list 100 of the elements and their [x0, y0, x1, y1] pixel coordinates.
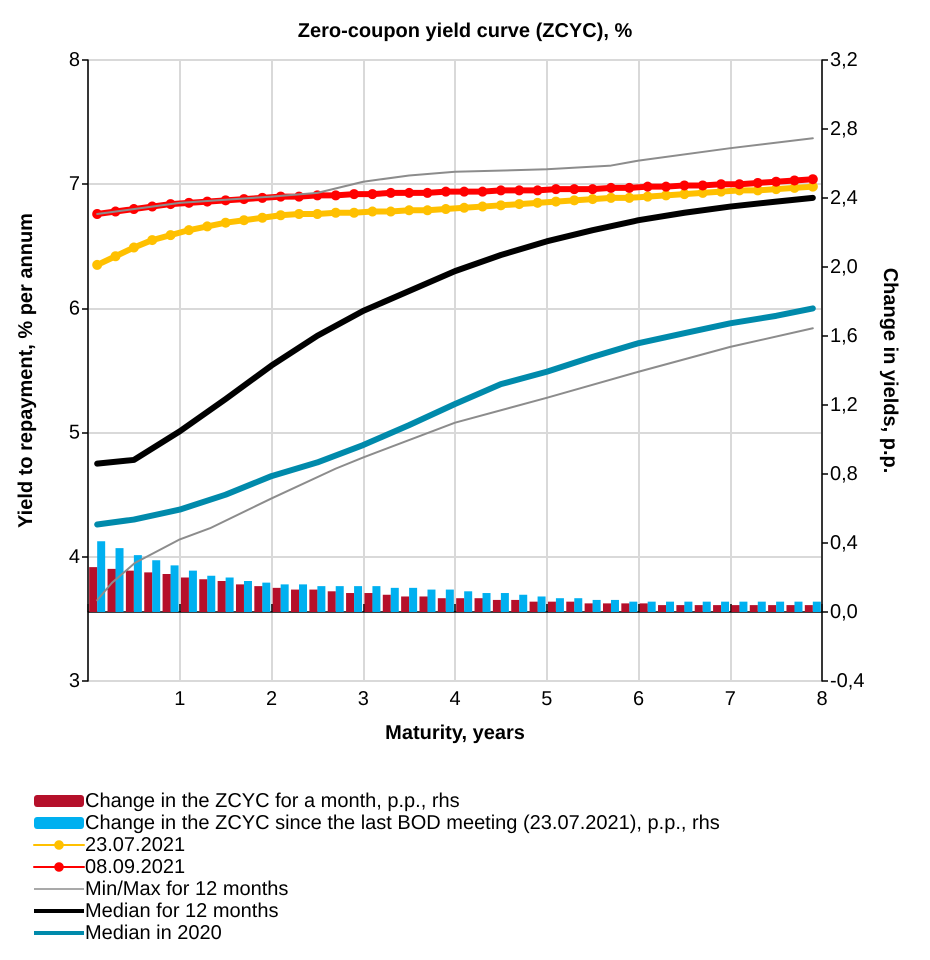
x-tick-label: 6: [632, 688, 644, 710]
point: [734, 179, 744, 190]
point: [679, 189, 690, 200]
y-axis-title: Yield to repayment, % per annum: [15, 213, 37, 528]
bar: [629, 602, 638, 612]
legend-label: Median for 12 months: [85, 900, 278, 922]
legend-label: Change in the ZCYC since the last BOD meeting (23.07.2021), p.p., rhs: [85, 812, 720, 834]
y2-tick-label: 2,0: [830, 256, 858, 278]
bar: [116, 548, 124, 612]
bar: [272, 588, 281, 612]
bar: [721, 602, 730, 612]
bar: [648, 602, 656, 612]
point: [459, 186, 470, 197]
point: [404, 205, 414, 216]
bar: [592, 600, 601, 612]
bar: [152, 560, 160, 612]
bar: [666, 602, 674, 612]
bar: [372, 586, 380, 612]
bar: [236, 584, 244, 612]
bar: [684, 602, 692, 612]
x-tick-label: 7: [724, 688, 736, 710]
point: [569, 184, 580, 194]
point: [642, 182, 653, 192]
bar: [658, 605, 666, 612]
bar: [188, 570, 197, 612]
bar: [602, 603, 611, 612]
bar: [694, 605, 703, 612]
bar: [390, 588, 399, 612]
point: [404, 188, 414, 198]
point: [661, 190, 672, 200]
point: [386, 188, 396, 198]
bar: [346, 593, 354, 612]
point: [349, 189, 360, 200]
bar: [492, 600, 501, 612]
point: [276, 210, 286, 220]
point: [440, 186, 451, 197]
y2-tick-label: 0,4: [830, 532, 858, 554]
point: [128, 242, 139, 253]
bar: [170, 565, 179, 612]
bar: [446, 590, 454, 612]
bar: [702, 602, 711, 612]
y-tick-label: 5: [68, 422, 80, 444]
point: [606, 182, 616, 193]
bar: [144, 572, 152, 612]
y2-tick-label: 0,0: [830, 601, 858, 623]
point: [550, 184, 561, 194]
bar: [584, 603, 593, 612]
bar: [218, 580, 226, 612]
bar: [438, 598, 446, 612]
x-axis-title: Maturity, years: [385, 722, 525, 744]
legend-label: Min/Max for 12 months: [85, 878, 288, 900]
bar: [180, 578, 189, 612]
bar: [364, 593, 372, 612]
point: [752, 178, 763, 188]
legend-label: Change in the ZCYC for a month, p.p., rhs: [85, 790, 460, 812]
point: [147, 235, 158, 246]
bar: [768, 605, 776, 612]
point: [386, 206, 396, 217]
bar: [199, 579, 208, 612]
point: [110, 251, 121, 262]
y2-tick-label: -0,4: [830, 670, 864, 692]
bar: [556, 598, 564, 612]
bar: [328, 591, 336, 612]
point: [478, 186, 488, 197]
bar: [739, 602, 748, 612]
bar: [758, 602, 766, 612]
bar: [427, 590, 436, 612]
bar: [134, 555, 142, 612]
bar: [482, 593, 491, 612]
y-tick-label: 4: [68, 546, 80, 568]
point: [532, 185, 543, 196]
point: [166, 230, 176, 240]
bar: [299, 584, 308, 612]
point: [220, 218, 231, 228]
point: [496, 200, 506, 210]
bar: [244, 580, 252, 612]
point: [698, 180, 708, 190]
bar: [464, 591, 472, 612]
bar: [519, 594, 528, 612]
point: [661, 182, 672, 192]
bar: [207, 576, 216, 612]
point: [679, 180, 690, 190]
bar: [317, 586, 326, 612]
point: [771, 176, 782, 187]
point: [624, 182, 634, 193]
point: [478, 202, 488, 212]
point: [257, 212, 268, 223]
point: [789, 175, 800, 186]
line-series: [96, 327, 814, 602]
point: [367, 206, 378, 217]
bar: [713, 605, 722, 612]
point: [330, 190, 341, 200]
legend-label: 08.09.2021: [85, 856, 186, 878]
chart-title: Zero-coupon yield curve (ZCYC), %: [298, 20, 632, 42]
x-tick-label: 2: [266, 688, 278, 710]
point: [496, 185, 506, 196]
bar: [162, 574, 171, 612]
y-tick-label: 8: [68, 49, 80, 71]
point: [330, 208, 341, 218]
bar: [566, 602, 574, 612]
